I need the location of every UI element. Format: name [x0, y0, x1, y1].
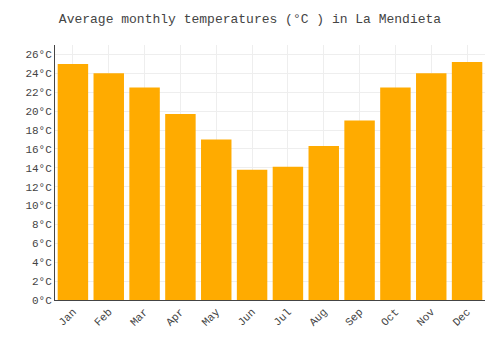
svg-text:2°C: 2°C — [32, 276, 52, 288]
svg-text:14°C: 14°C — [25, 163, 52, 175]
svg-text:6°C: 6°C — [32, 238, 52, 250]
svg-text:Oct: Oct — [379, 306, 401, 328]
svg-text:May: May — [200, 306, 223, 329]
svg-text:Dec: Dec — [451, 306, 473, 328]
svg-text:26°C: 26°C — [25, 49, 52, 61]
svg-text:22°C: 22°C — [25, 87, 52, 99]
svg-text:18°C: 18°C — [25, 125, 52, 137]
svg-text:Mar: Mar — [128, 306, 150, 328]
svg-text:12°C: 12°C — [25, 182, 52, 194]
svg-text:Average monthly temperatures (: Average monthly temperatures (°C ) in La… — [59, 12, 441, 27]
svg-text:10°C: 10°C — [25, 200, 52, 212]
svg-text:20°C: 20°C — [25, 106, 52, 118]
svg-text:8°C: 8°C — [32, 219, 52, 231]
svg-text:Feb: Feb — [92, 306, 114, 328]
svg-text:4°C: 4°C — [32, 257, 52, 269]
svg-text:Jan: Jan — [56, 306, 78, 328]
svg-text:Apr: Apr — [164, 306, 186, 328]
svg-text:16°C: 16°C — [25, 144, 52, 156]
svg-text:Sep: Sep — [343, 306, 365, 328]
svg-text:Jun: Jun — [236, 306, 258, 328]
svg-text:Nov: Nov — [415, 306, 438, 329]
svg-text:Aug: Aug — [307, 306, 329, 328]
svg-text:Jul: Jul — [271, 306, 293, 328]
svg-text:0°C: 0°C — [32, 295, 52, 307]
svg-text:24°C: 24°C — [25, 68, 52, 80]
